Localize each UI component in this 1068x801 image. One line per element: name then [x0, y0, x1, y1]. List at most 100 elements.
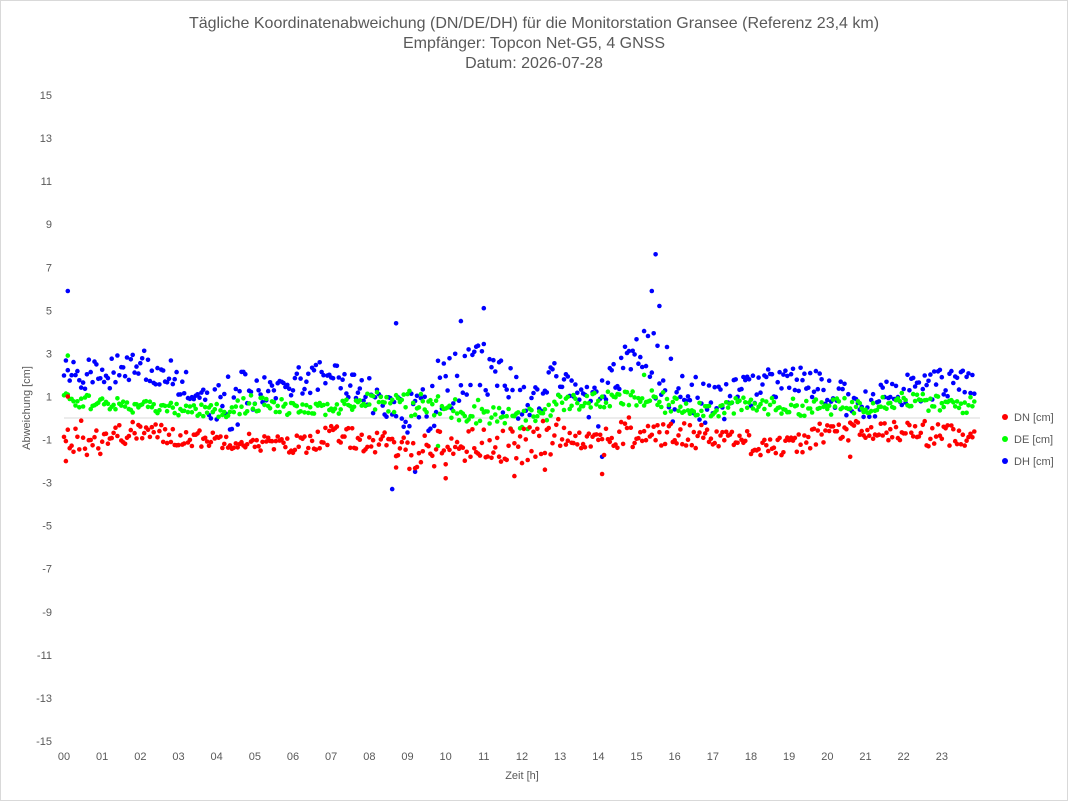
data-point [842, 381, 847, 387]
data-point [767, 437, 773, 442]
data-point [468, 454, 473, 460]
x-tick-label: 10 [440, 751, 452, 763]
data-point [248, 393, 254, 398]
data-point [605, 389, 611, 395]
data-point [876, 399, 882, 404]
data-point [800, 449, 805, 455]
data-point [628, 392, 634, 398]
data-point [783, 368, 788, 374]
data-point [693, 374, 698, 380]
data-point [886, 437, 891, 443]
data-point [271, 447, 277, 452]
data-point [958, 442, 964, 447]
data-point [573, 396, 578, 402]
data-point [817, 421, 822, 427]
data-point [90, 379, 95, 385]
data-point [365, 444, 370, 450]
data-point [926, 408, 931, 414]
data-point [296, 365, 302, 370]
data-point [620, 441, 626, 447]
data-point [754, 392, 759, 397]
data-point [651, 424, 656, 430]
data-point [315, 387, 321, 393]
data-point [141, 348, 147, 354]
data-point [491, 405, 496, 410]
y-tick-label: -3 [42, 478, 52, 490]
data-point [223, 434, 229, 440]
data-point [512, 473, 517, 479]
data-point [128, 427, 134, 433]
data-point [380, 434, 386, 439]
data-point [655, 343, 660, 349]
data-point [510, 429, 515, 434]
data-point [416, 450, 422, 456]
data-point [954, 375, 960, 381]
data-point [546, 370, 551, 375]
data-point [798, 413, 803, 418]
data-point [559, 437, 565, 442]
chart-title-line: Tägliche Koordinatenabweichung (DN/DE/DH… [189, 15, 879, 32]
data-point [86, 393, 92, 399]
data-point [136, 371, 141, 376]
data-point [306, 445, 311, 451]
y-tick-label: -7 [42, 564, 52, 576]
data-point [416, 405, 422, 410]
data-point [143, 377, 149, 383]
data-point [794, 377, 800, 383]
data-point [802, 371, 807, 377]
data-point [660, 390, 666, 395]
x-tick-label: 23 [936, 751, 948, 763]
data-point [348, 383, 353, 388]
data-point [302, 386, 307, 392]
data-point [970, 404, 975, 409]
data-point [286, 411, 292, 416]
data-point [680, 373, 685, 379]
data-point [212, 407, 218, 412]
data-point [554, 422, 559, 428]
data-point [639, 396, 645, 401]
data-point [342, 371, 347, 377]
data-point [846, 438, 851, 443]
data-point [931, 404, 937, 409]
data-point [603, 397, 609, 402]
data-point [794, 449, 800, 455]
data-point [338, 386, 344, 391]
data-point [618, 355, 624, 361]
data-point [714, 408, 719, 413]
data-point [756, 375, 761, 380]
data-point [418, 391, 424, 397]
x-tick-label: 20 [821, 751, 833, 763]
data-point [183, 369, 189, 375]
data-point [592, 385, 597, 391]
data-point [428, 426, 433, 432]
data-point [630, 444, 635, 450]
data-point [743, 438, 748, 444]
data-point [372, 407, 378, 412]
data-point [248, 389, 254, 395]
data-point [773, 450, 779, 456]
data-point [945, 423, 950, 428]
data-point [75, 399, 80, 404]
data-point [225, 413, 231, 418]
data-point [275, 434, 281, 439]
data-point [701, 381, 706, 387]
data-point [847, 454, 853, 460]
data-point [597, 432, 603, 438]
data-point [685, 394, 691, 399]
data-point [437, 429, 443, 435]
data-point [800, 377, 805, 383]
data-point [197, 395, 202, 401]
y-tick-label: -13 [36, 693, 52, 705]
data-point [472, 349, 477, 355]
data-point [460, 445, 466, 451]
data-point [141, 430, 147, 436]
data-point [544, 417, 550, 423]
data-point [941, 404, 946, 410]
data-point [884, 430, 889, 436]
data-point [512, 441, 517, 446]
data-point [115, 353, 120, 358]
data-point [617, 392, 622, 397]
data-point [847, 406, 853, 411]
data-point [636, 435, 641, 441]
